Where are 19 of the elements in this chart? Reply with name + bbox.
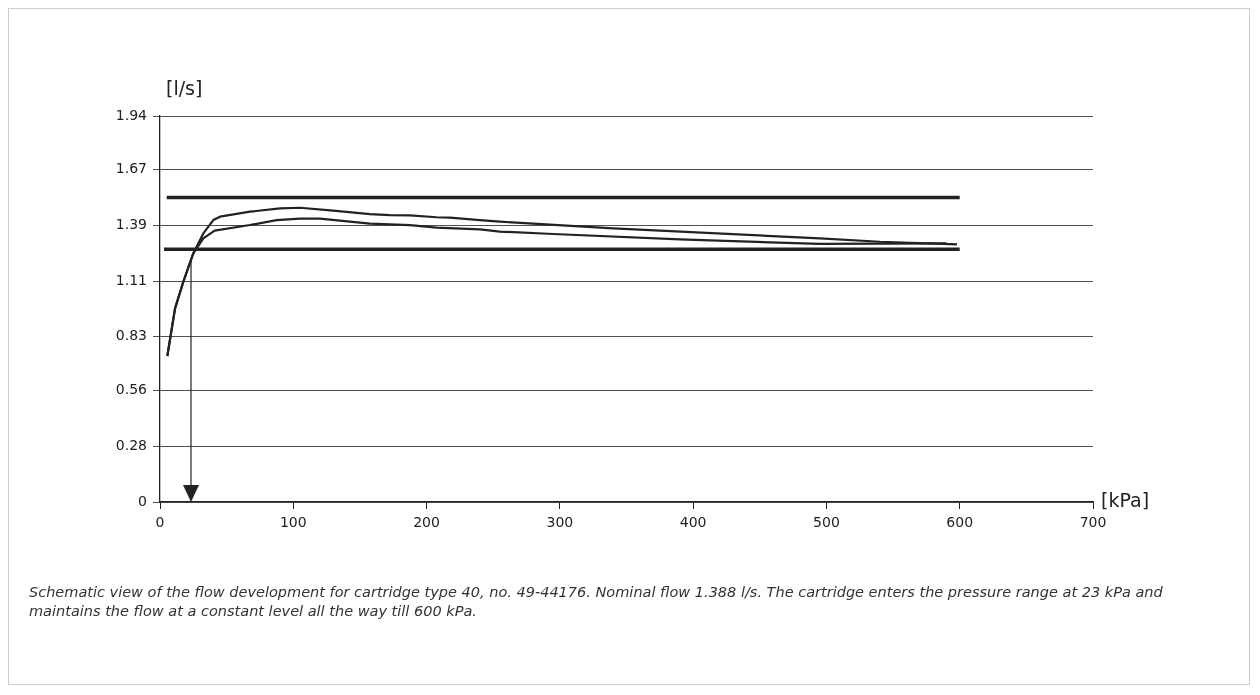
y-axis-title: [l/s] (166, 77, 203, 100)
x-tick-label: 200 (413, 514, 440, 531)
x-tick-label: 100 (279, 514, 307, 531)
y-tick-label: 0 (138, 492, 147, 509)
x-tick-label: 0 (155, 514, 165, 531)
x-axis-title: [kPa] (1101, 488, 1150, 511)
y-tick-label: 1.67 (115, 160, 147, 177)
y-tick-label: 0.28 (115, 436, 147, 453)
y-tick-label: 0.83 (115, 327, 147, 344)
y-tick-label: 1.11 (115, 271, 147, 288)
y-tick-label: 0.56 (115, 381, 148, 398)
x-tick-label: 600 (946, 514, 974, 531)
text: Schematic view of the flow development for cartridge type 40, no. 49-44176. Nominal flow 1.388 l/s. The cartridge enters the pressure range at 23 kPa and maintains the flow at a constant level all the way till 600 kPa. (29, 583, 1164, 621)
x-tick-label: 300 (546, 514, 574, 531)
y-tick-label: 1.94 (115, 106, 148, 123)
x-tick-label: 400 (679, 514, 707, 531)
x-tick-label: 500 (813, 514, 840, 531)
y-tick-label: 1.39 (115, 216, 147, 233)
x-tick-label: 700 (1079, 514, 1107, 531)
